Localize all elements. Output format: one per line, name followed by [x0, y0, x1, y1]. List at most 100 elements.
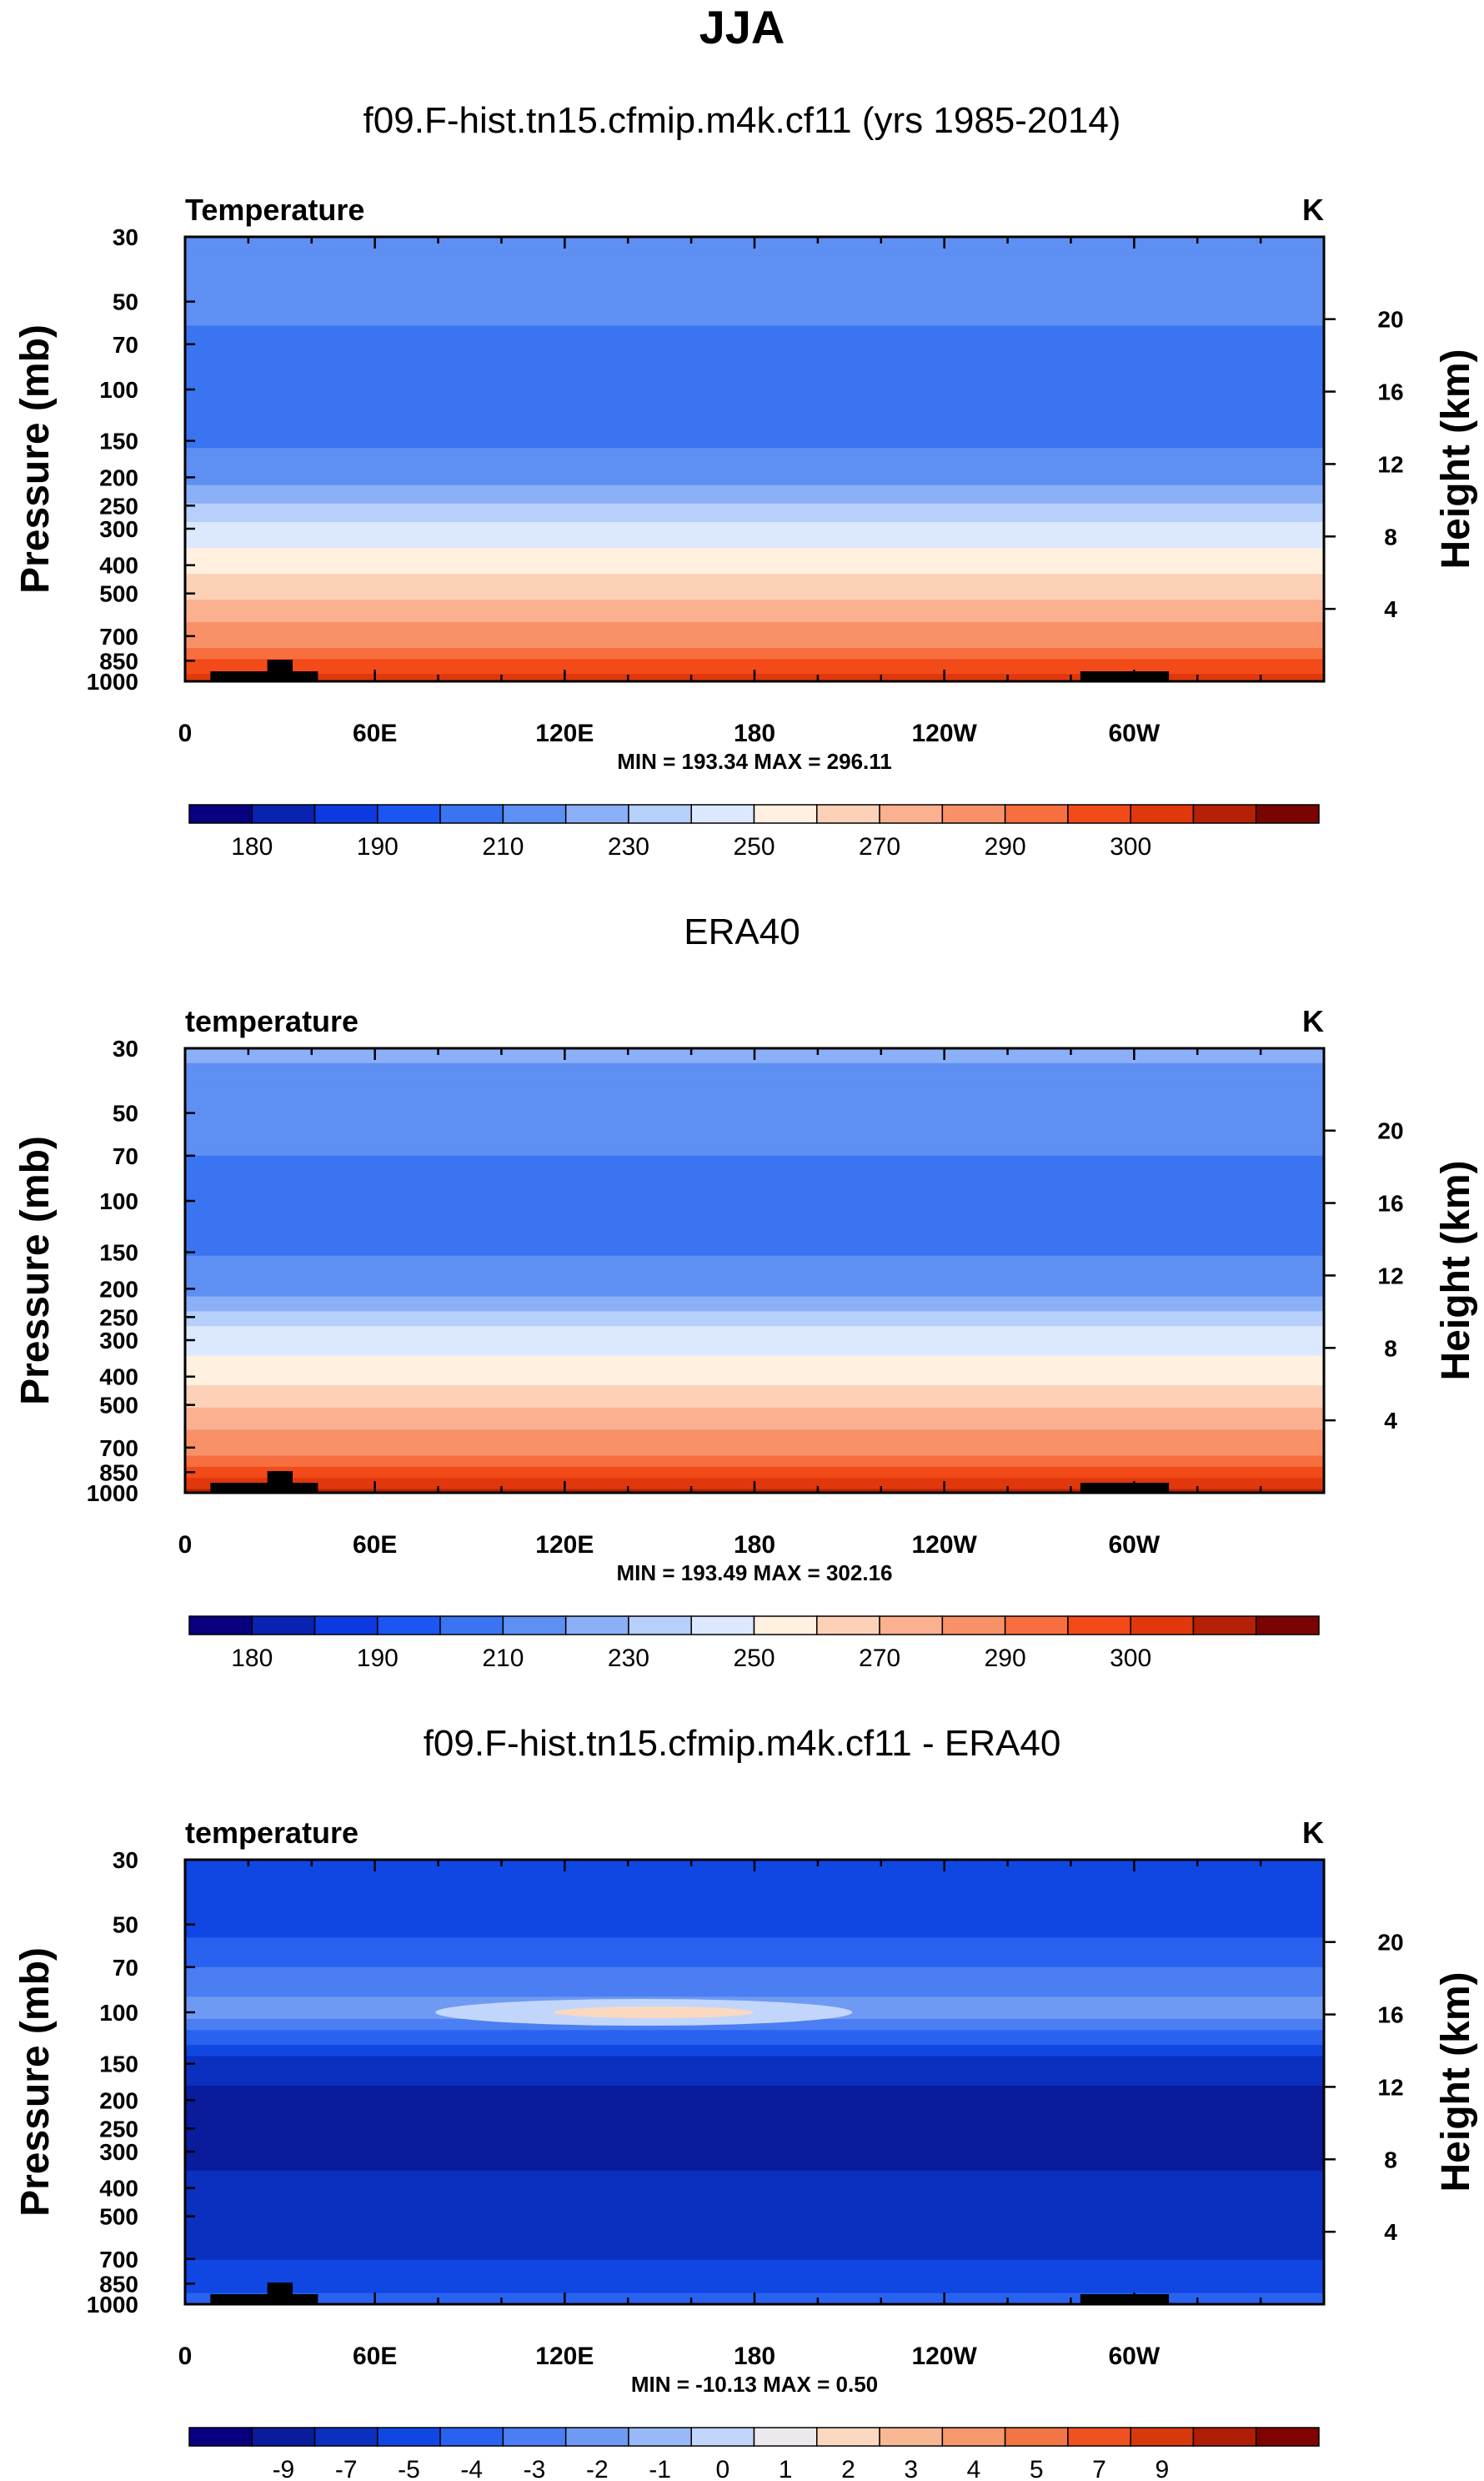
field-label: Temperature [185, 193, 364, 227]
colorbar-swatch [753, 1615, 818, 1635]
contour-band [185, 577, 1324, 582]
contour-band [185, 544, 1324, 549]
y-tick-label: 400 [99, 1364, 138, 1390]
colorbar-label: -5 [398, 2456, 420, 2481]
x-tick-label: 60E [353, 2343, 397, 2370]
y-tick-label: 150 [99, 2052, 138, 2077]
panel-heading: ERA40 [684, 912, 800, 952]
colorbar-label: 3 [904, 2456, 918, 2481]
topography-block [267, 1471, 293, 1493]
contour-band [185, 459, 1324, 464]
contour-band [185, 1348, 1324, 1354]
contour-band [185, 1326, 1324, 1331]
colorbar-swatch [377, 1615, 441, 1635]
y-tick-label: 100 [99, 377, 138, 403]
contour-band [185, 621, 1324, 627]
colorbar-label: 300 [1110, 833, 1151, 861]
contour-band [185, 2026, 1324, 2032]
height-axis: 20 16 12 8 4 Height (km) [1324, 1930, 1478, 2245]
panel-heading: f09.F-hist.tn15.cfmip.m4k.cf11 (yrs 1985… [363, 100, 1121, 141]
contour-band [185, 269, 1324, 275]
x-tick-label: 60W [1108, 1531, 1160, 1559]
colorbar-swatch [502, 804, 567, 824]
topography-block [210, 671, 318, 681]
contour-band [185, 2274, 1324, 2279]
contour-band [185, 1278, 1324, 1283]
y-tick-label: 70 [113, 332, 138, 358]
contour-band [185, 248, 1324, 253]
y-tick-label: 70 [113, 1955, 138, 1981]
contour-band [185, 266, 1324, 271]
y-tick-label: 1000 [87, 1480, 138, 1506]
contour-band [185, 377, 1324, 383]
contour-band [185, 1118, 1324, 1123]
colorbar-swatch [628, 804, 692, 824]
pressure-axis-label: Pressure (mb) [13, 1136, 58, 1405]
contour-band [185, 2045, 1324, 2050]
colorbar-swatch [879, 804, 944, 824]
y-tick-label: 300 [99, 2139, 138, 2165]
contour-band [185, 333, 1324, 338]
height-tick-label: 16 [1377, 1191, 1403, 1217]
colorbar-swatch [1130, 2427, 1195, 2447]
colorbar-swatch [1067, 1615, 1131, 1635]
contour-band [185, 1337, 1324, 1342]
colorbar-swatch [1192, 804, 1257, 824]
contour-band [185, 1871, 1324, 1876]
contour-band [185, 274, 1324, 279]
contour-band [185, 1948, 1324, 1953]
contour-band [185, 2092, 1324, 2098]
contour-band [185, 1129, 1324, 1134]
contour-band [185, 1452, 1324, 1457]
contour-band [185, 399, 1324, 404]
topography [210, 1471, 1170, 1493]
contour-band [185, 1185, 1324, 1190]
contour-band [185, 2048, 1324, 2053]
contour-band [185, 2215, 1324, 2220]
contour-band [185, 662, 1324, 668]
y-tick-label: 700 [99, 2247, 138, 2273]
contour-field [185, 1048, 1324, 1494]
contour-band [185, 340, 1324, 345]
contour-band [185, 585, 1324, 590]
contour-band [185, 607, 1324, 612]
contour-band [185, 525, 1324, 530]
contour-band [185, 359, 1324, 364]
x-axis: 0 60E 120E 180 120W 60W [178, 237, 1326, 747]
contour-band [185, 2137, 1324, 2142]
contour-band [185, 374, 1324, 379]
topography-block [267, 2283, 293, 2304]
contour-band [185, 2145, 1324, 2150]
contour-band [185, 522, 1324, 527]
contour-band [185, 1396, 1324, 1401]
contour-band [185, 1437, 1324, 1442]
contour-band [185, 1389, 1324, 1394]
contour-band [185, 1963, 1324, 1968]
contour-band [185, 515, 1324, 520]
contour-band [185, 1207, 1324, 1213]
contour-band [185, 651, 1324, 656]
contour-band [185, 366, 1324, 371]
contour-band [185, 1978, 1324, 1983]
contour-band [185, 1137, 1324, 1142]
colorbar-swatch [1130, 804, 1195, 824]
contour-band [185, 1077, 1324, 1082]
figure-title: JJA [699, 1, 785, 53]
contour-band [185, 2082, 1324, 2087]
contour-band [185, 284, 1324, 289]
contour-band [185, 1141, 1324, 1146]
contour-band [185, 329, 1324, 334]
contour-band [185, 510, 1324, 515]
contour-band [185, 1114, 1324, 1120]
contour-band [185, 2230, 1324, 2235]
contour-band [185, 570, 1324, 575]
contour-band [185, 1881, 1324, 1886]
contour-band [185, 2041, 1324, 2046]
contour-band [185, 1222, 1324, 1227]
panel-model: f09.F-hist.tn15.cfmip.m4k.cf11 (yrs 1985… [13, 100, 1478, 861]
x-tick-label: 0 [178, 720, 193, 747]
height-tick-label: 20 [1377, 1930, 1403, 1956]
contour-band [185, 299, 1324, 304]
